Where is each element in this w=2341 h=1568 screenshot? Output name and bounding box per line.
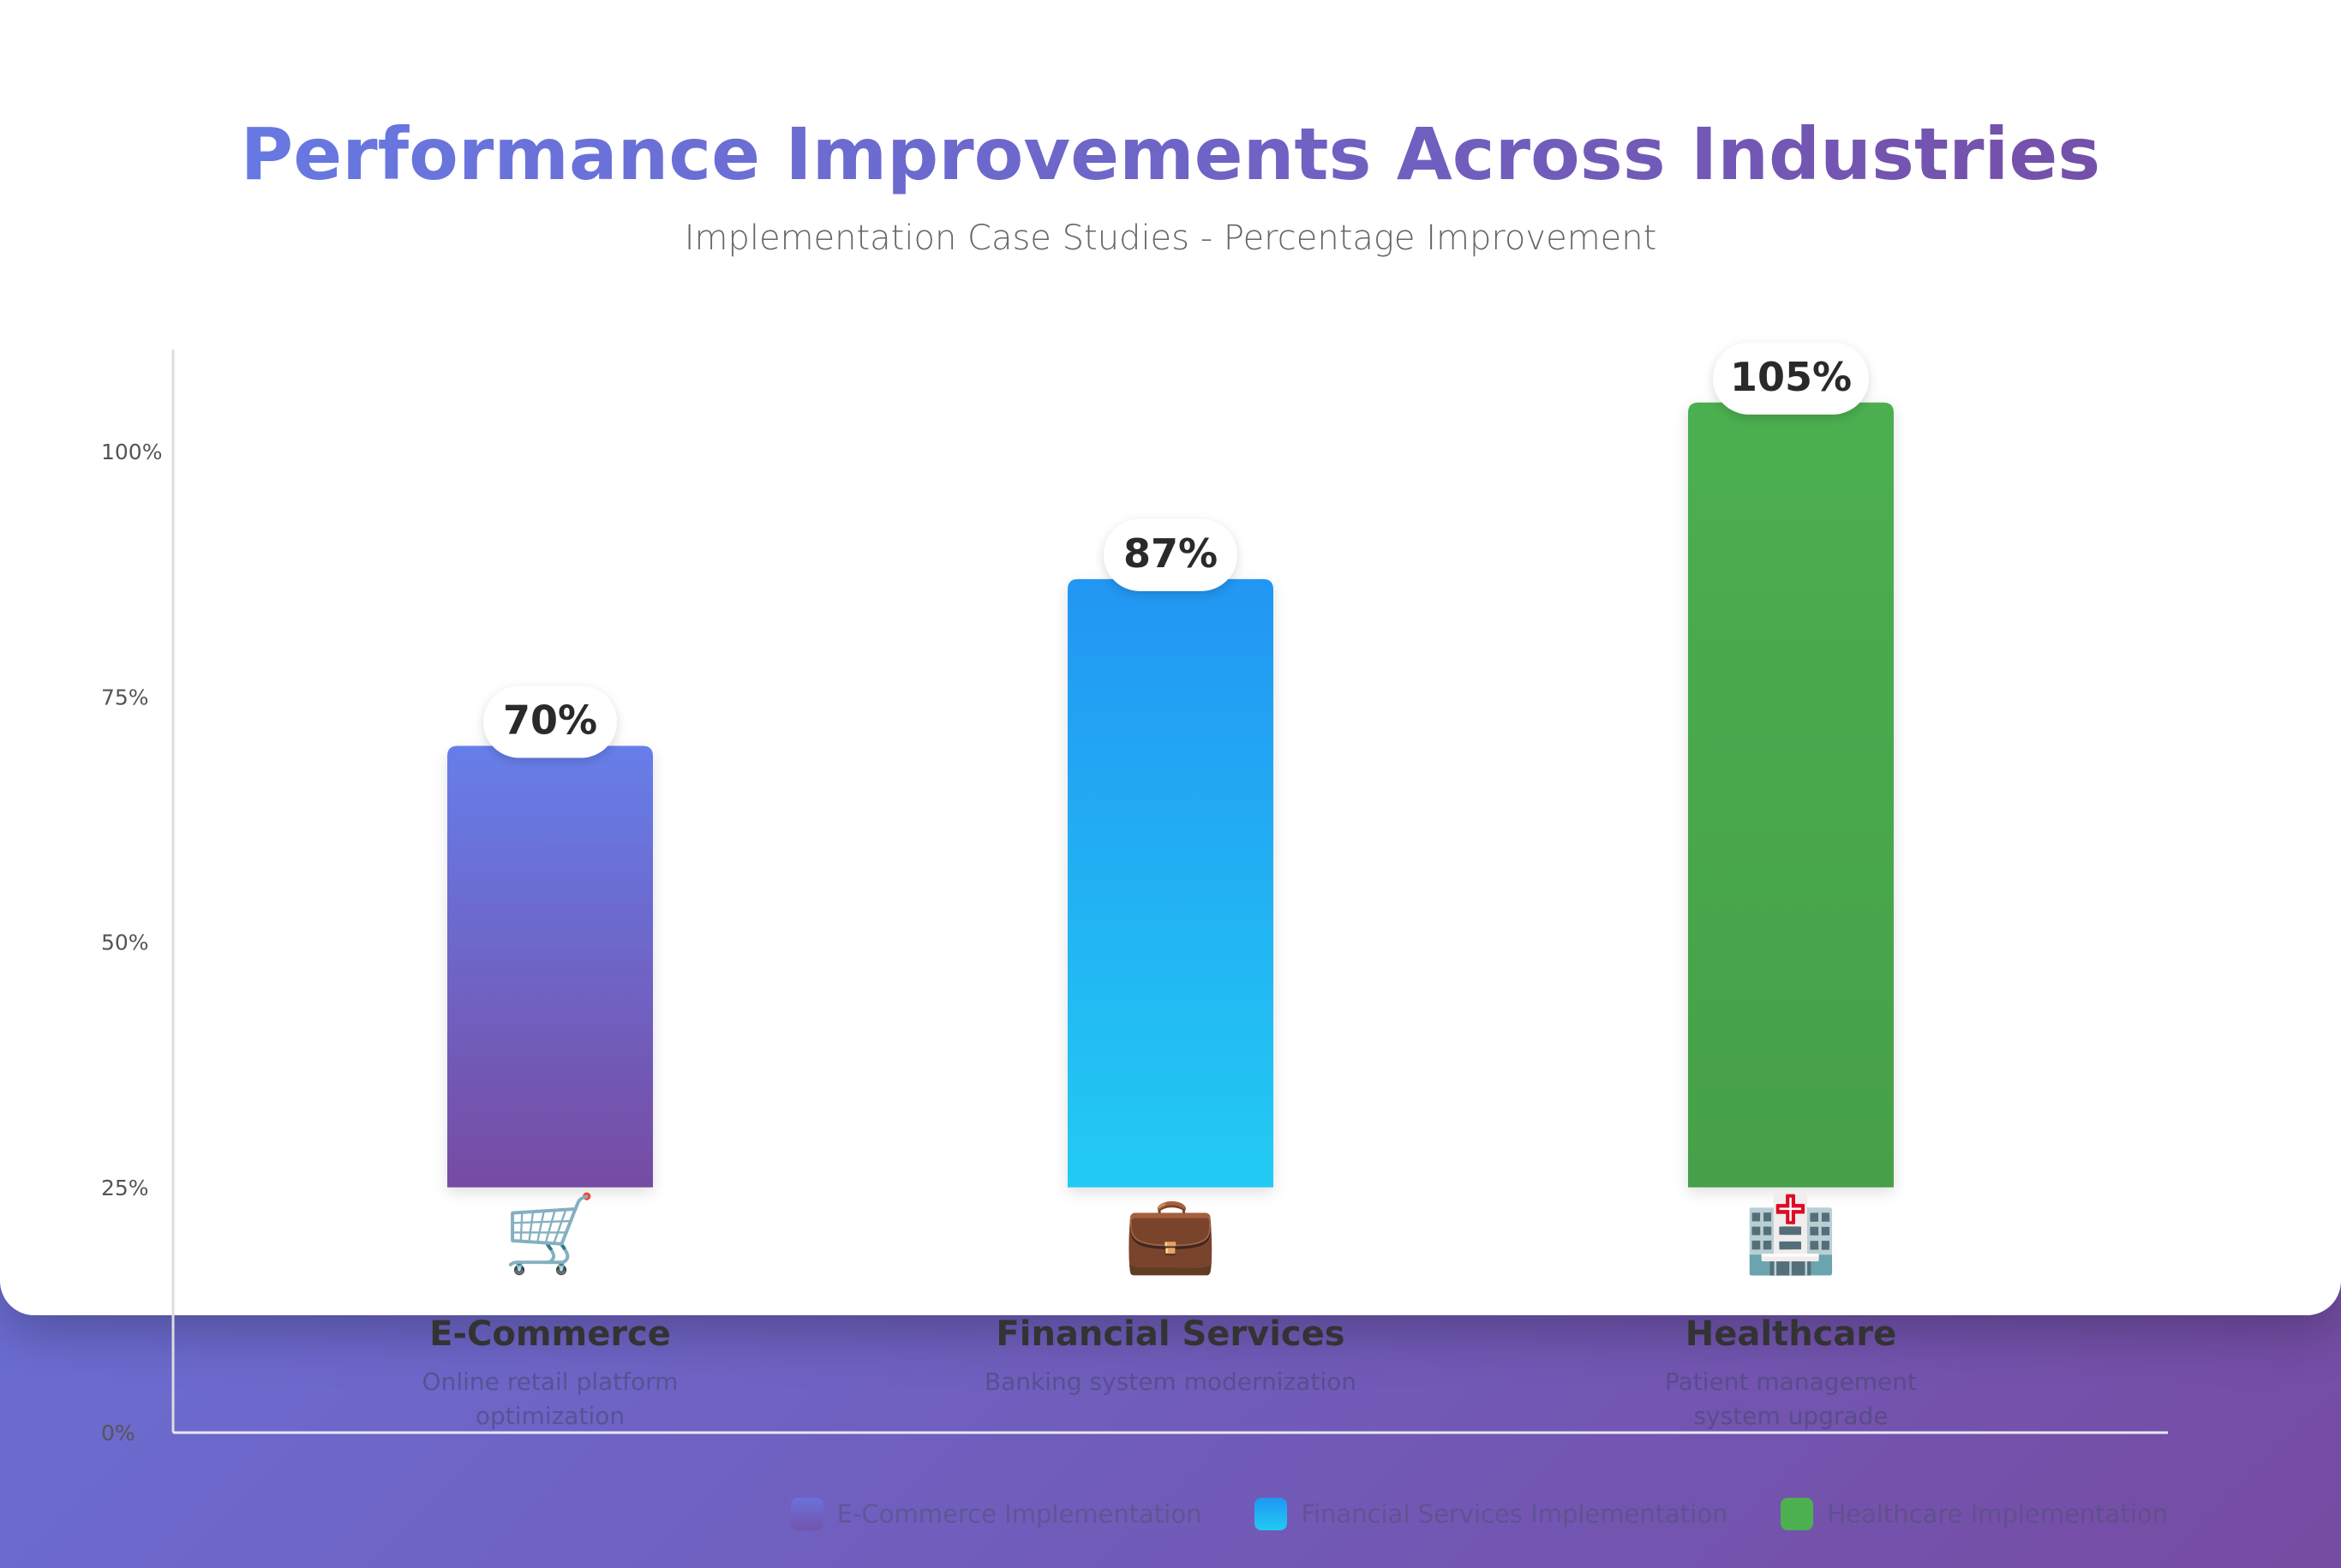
value-label-pill: [1713, 342, 1869, 415]
bar: [1068, 578, 1273, 1188]
legend-item-financial: Financial Services Implementation: [1254, 1498, 1727, 1530]
y-tick-label: 25%: [101, 1176, 149, 1200]
legend-label-healthcare: Healthcare Implementation: [1827, 1499, 2168, 1529]
value-label-pill: [1104, 518, 1237, 591]
category-label: E-Commerce: [429, 1314, 671, 1354]
bar: [447, 745, 653, 1188]
description-line: Online retail platform: [422, 1368, 679, 1396]
category-label: Financial Services: [996, 1314, 1344, 1354]
legend-label-ecommerce: E-Commerce Implementation: [836, 1499, 1202, 1529]
value-label: 70%: [503, 697, 597, 744]
legend-swatch-healthcare: [1781, 1498, 1814, 1530]
description-line: optimization: [476, 1402, 625, 1430]
shopping-cart-icon: 🛒: [503, 1189, 597, 1278]
value-label: 105%: [1730, 354, 1852, 400]
legend-swatch-financial: [1254, 1498, 1288, 1530]
legend-item-healthcare: Healthcare Implementation: [1781, 1498, 2168, 1530]
legend: E-Commerce Implementation Financial Serv…: [790, 1498, 2168, 1530]
chart-title: Performance Improvements Across Industri…: [0, 107, 2341, 201]
description-line: Banking system modernization: [985, 1368, 1356, 1396]
y-tick-label: 75%: [101, 685, 149, 709]
chart-subtitle: Implementation Case Studies - Percentage…: [684, 218, 1657, 258]
category-description: Banking system modernization: [985, 1368, 1356, 1396]
legend-label-financial: Financial Services Implementation: [1301, 1499, 1728, 1529]
category-description: Patient management system upgrade: [1665, 1368, 1917, 1430]
legend-item-ecommerce: E-Commerce Implementation: [790, 1498, 1202, 1530]
y-tick-label: 100%: [101, 440, 162, 464]
hospital-icon: 🏥: [1744, 1189, 1838, 1278]
y-tick-label: 0%: [101, 1421, 135, 1445]
description-line: Patient management: [1665, 1368, 1917, 1396]
description-line: system upgrade: [1693, 1402, 1888, 1430]
bar: [1688, 402, 1894, 1188]
value-label: 87%: [1123, 530, 1218, 577]
category-label: Healthcare: [1685, 1314, 1896, 1354]
category-description: Online retail platform optimization: [422, 1368, 679, 1430]
legend-swatch-ecommerce: [790, 1498, 823, 1530]
y-tick-label: 50%: [101, 931, 149, 955]
briefcase-icon: 💼: [1123, 1189, 1218, 1278]
value-label-pill: [483, 685, 617, 758]
